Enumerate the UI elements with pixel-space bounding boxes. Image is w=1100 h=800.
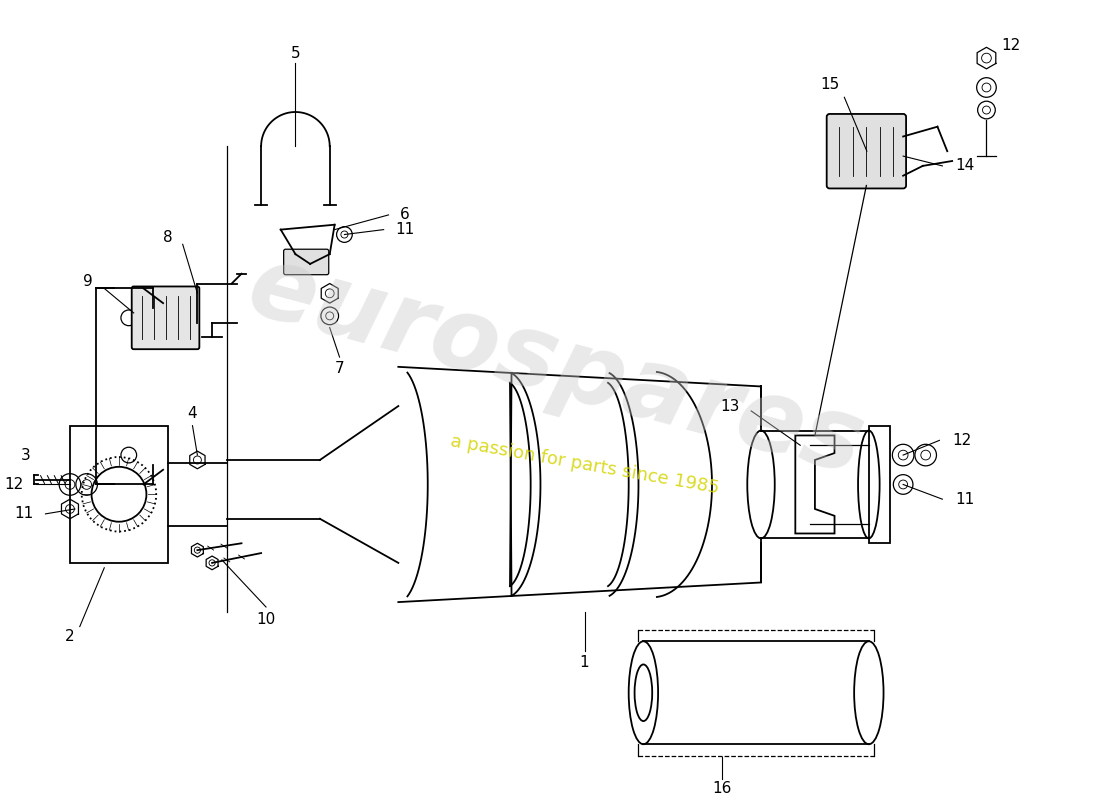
Bar [70, 426, 168, 563]
Text: a passion for parts since 1985: a passion for parts since 1985 [449, 432, 720, 498]
Text: 11: 11 [14, 506, 34, 522]
Text: 13: 13 [720, 398, 739, 414]
Text: 12: 12 [953, 433, 971, 448]
Text: 14: 14 [955, 158, 975, 174]
FancyBboxPatch shape [284, 250, 329, 274]
Text: 4: 4 [188, 406, 197, 422]
Text: 7: 7 [334, 362, 344, 376]
Text: 12: 12 [1001, 38, 1021, 53]
Text: 9: 9 [82, 274, 92, 289]
Text: 2: 2 [65, 629, 75, 644]
Text: 16: 16 [712, 781, 732, 796]
Text: 3: 3 [21, 447, 31, 462]
Text: 1: 1 [580, 655, 590, 670]
Text: 10: 10 [256, 612, 276, 627]
Text: 11: 11 [395, 222, 415, 237]
Text: eurospares: eurospares [238, 238, 873, 495]
FancyBboxPatch shape [827, 114, 906, 189]
Bar [869, 426, 890, 543]
Text: 11: 11 [955, 492, 975, 506]
FancyBboxPatch shape [132, 286, 199, 350]
Text: 12: 12 [4, 477, 24, 492]
Text: 6: 6 [400, 207, 410, 222]
Text: 15: 15 [821, 77, 839, 92]
Text: 5: 5 [290, 46, 300, 61]
Text: 8: 8 [163, 230, 173, 245]
